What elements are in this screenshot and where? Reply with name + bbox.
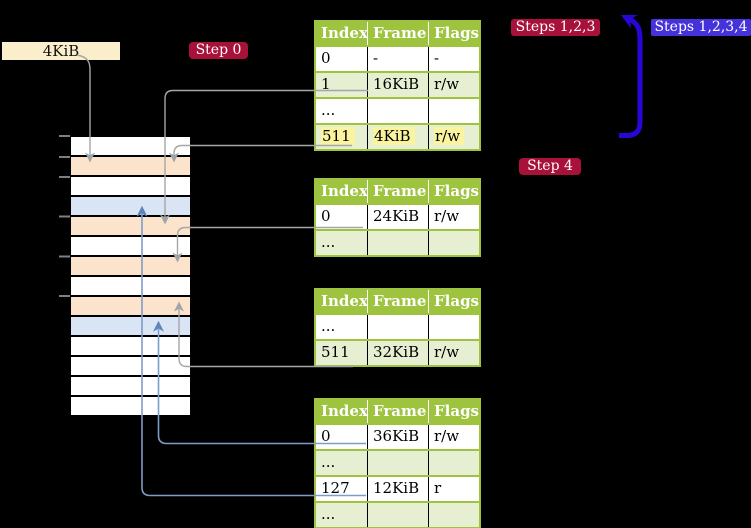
memory-frame-row-12 [71,377,190,395]
cell-frame: 4KiB [368,125,429,149]
cell-index: 511 [316,125,368,149]
page-table-top: Index Frame Flags 0 - - 1 16KiB r/w ... … [314,20,481,151]
page-table-second: Index Frame Flags 0 24KiB r/w ... [314,178,481,257]
cell-flags: r/w [434,427,460,445]
memory-frame-row-8 [71,297,190,315]
cell-flags: - [434,49,440,67]
memory-frame-row-9 [71,317,190,335]
cell-frame: - [368,47,429,71]
cell-frame [368,315,429,339]
cell-flags [429,315,479,339]
cell-index: ... [316,99,368,123]
cell-index: 127 [316,477,368,501]
cell-flags [429,99,479,123]
memory-frame-row-4 [71,217,190,235]
table-row: 511 32KiB r/w [316,339,479,365]
page-table-bottom: Index Frame Flags 0 36KiB r/w ... 127 12… [314,398,481,528]
cell-index: ... [316,451,368,475]
table-row: 0 24KiB r/w [316,203,479,229]
header-index: Index [316,180,368,203]
memory-frame-row-10 [71,337,190,355]
memory-frame-row-11 [71,357,190,375]
table4-header-row: Index Frame Flags [316,400,479,423]
table-row-highlighted: 511 4KiB r/w [316,123,479,149]
cell-flags [429,451,479,475]
table-row: 0 - - [316,45,479,71]
table-row: ... [316,229,479,255]
table-row: ... [316,313,479,339]
header-flags: Flags [434,182,479,200]
cell-flags: r/w [434,75,460,93]
badge-step4: Step 4 [519,158,581,175]
cell-frame: 24KiB [368,205,429,229]
header-frame: Frame [368,180,429,203]
table-row: ... [316,97,479,123]
header-frame: Frame [368,22,429,45]
cell-index: 1 [316,73,368,97]
cell-index: 0 [316,205,368,229]
cell-frame: 32KiB [368,341,429,365]
badge-steps-123: Steps 1,2,3 [511,19,600,36]
cell-frame [368,99,429,123]
cell-index: ... [316,503,368,527]
header-index: Index [316,22,368,45]
memory-frame-row-3 [71,197,190,215]
table-row: 1 16KiB r/w [316,71,479,97]
cell-flags: r/w [434,207,460,225]
page-table-third: Index Frame Flags ... 511 32KiB r/w [314,288,481,367]
table-row: ... [316,449,479,475]
cell-flags: r [434,479,442,497]
cell-frame: 36KiB [368,425,429,449]
header-flags: Flags [434,402,479,420]
cell-frame [368,503,429,527]
cell-index: 0 [316,47,368,71]
table-row: ... [316,501,479,527]
table-row: 127 12KiB r [316,475,479,501]
memory-frame-row-0 [71,137,190,155]
frame-size-label: 4KiB [2,42,120,60]
header-frame: Frame [368,290,429,313]
cell-frame [368,451,429,475]
cell-index: ... [316,315,368,339]
cell-index: ... [316,231,368,255]
badge-step0: Step 0 [189,42,248,59]
memory-frame-row-2 [71,177,190,195]
table-row: 0 36KiB r/w [316,423,479,449]
cell-frame: 12KiB [368,477,429,501]
cell-index: 511 [316,341,368,365]
header-index: Index [316,290,368,313]
memory-frame-row-1 [71,157,190,175]
cell-frame [368,231,429,255]
table3-header-row: Index Frame Flags [316,290,479,313]
memory-frame-row-13 [71,397,190,415]
header-flags: Flags [434,292,479,310]
cell-flags: r/w [429,125,479,149]
memory-frame-row-7 [71,277,190,295]
memory-frame-row-5 [71,237,190,255]
frame-boundary-ticks [59,135,70,297]
cell-flags [429,231,479,255]
steps-loop-arrow [619,14,643,138]
header-flags: Flags [434,24,479,42]
table1-header-row: Index Frame Flags [316,22,479,45]
badge-steps-1234: Steps 1,2,3,4 [651,19,751,36]
physical-memory-column [71,137,190,415]
memory-frame-row-6 [71,257,190,275]
cell-frame: 16KiB [368,73,429,97]
cell-flags: r/w [434,343,460,361]
header-frame: Frame [368,400,429,423]
table2-header-row: Index Frame Flags [316,180,479,203]
header-index: Index [316,400,368,423]
cell-index: 0 [316,425,368,449]
cell-flags [429,503,479,527]
